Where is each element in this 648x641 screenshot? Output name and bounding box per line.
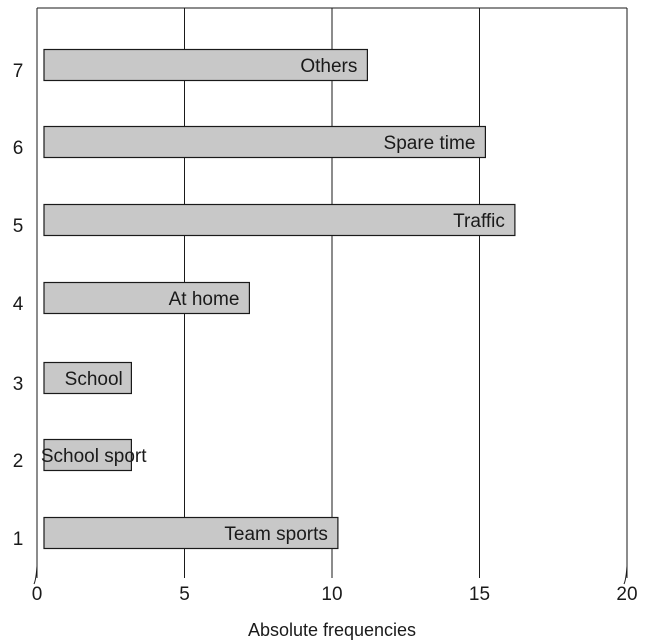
bar-label-5: Traffic — [453, 211, 505, 232]
y-tick-label: 1 — [13, 529, 24, 550]
x-tick-label: 15 — [469, 584, 490, 605]
y-tick-labels: 1 2 3 4 5 6 7 — [13, 61, 24, 550]
y-tick-label: 5 — [13, 216, 24, 237]
bar-5 — [44, 205, 515, 236]
x-tick-label: 10 — [321, 584, 342, 605]
x-tick-label: 5 — [179, 584, 190, 605]
y-tick-label: 2 — [13, 451, 24, 472]
x-tick-labels: 0 5 10 15 20 — [32, 584, 638, 605]
y-tick-label: 7 — [13, 61, 24, 82]
y-tick-label: 6 — [13, 138, 24, 159]
x-tick-label: 0 — [32, 584, 43, 605]
frame-corner-left — [34, 566, 37, 584]
frame-corner-right — [624, 566, 627, 584]
bar-label-3: School — [65, 369, 123, 390]
bar-label-7: Others — [300, 56, 357, 77]
y-tick-label: 4 — [13, 294, 24, 315]
x-axis-title: Absolute frequencies — [248, 620, 416, 640]
bars: Team sports School sport School At home Traf… — [41, 50, 515, 549]
bar-label-1: Team sports — [224, 524, 327, 545]
bar-label-4: At home — [169, 289, 240, 310]
x-tick-label: 20 — [616, 584, 637, 605]
y-tick-label: 3 — [13, 374, 24, 395]
bar-label-6: Spare time — [384, 133, 476, 154]
bar-label-2: School sport — [41, 446, 147, 467]
